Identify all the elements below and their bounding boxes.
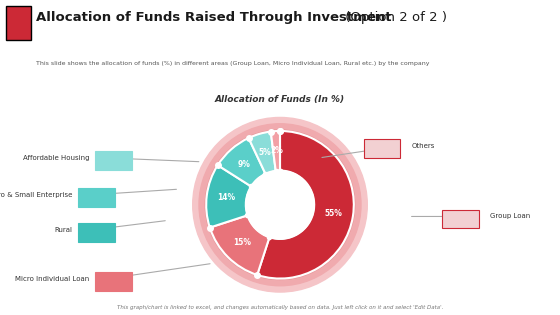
Text: This slide shows the allocation of funds (%) in different areas (Group Loan, Mic: This slide shows the allocation of funds…: [36, 61, 430, 66]
Wedge shape: [210, 215, 269, 275]
Text: Affordable Housing: Affordable Housing: [23, 155, 90, 161]
Circle shape: [206, 130, 354, 279]
Text: Rural: Rural: [55, 227, 73, 233]
Wedge shape: [257, 131, 354, 278]
Text: (Option 2 of 2 ): (Option 2 of 2 ): [341, 11, 447, 24]
Text: 14%: 14%: [217, 193, 236, 203]
Text: 9%: 9%: [238, 160, 251, 169]
Text: Allocation of Funds (In %): Allocation of Funds (In %): [215, 95, 345, 104]
Text: 55%: 55%: [324, 209, 342, 218]
FancyBboxPatch shape: [95, 151, 132, 169]
Text: This graph/chart is linked to excel, and changes automatically based on data. Ju: This graph/chart is linked to excel, and…: [117, 305, 443, 310]
Text: 2%: 2%: [270, 146, 283, 155]
Wedge shape: [218, 138, 265, 186]
Text: Others: Others: [412, 143, 435, 149]
Wedge shape: [206, 165, 251, 227]
FancyBboxPatch shape: [78, 223, 115, 242]
FancyBboxPatch shape: [95, 272, 132, 291]
FancyBboxPatch shape: [78, 188, 115, 207]
FancyBboxPatch shape: [6, 6, 31, 40]
Text: Group Loan: Group Loan: [490, 214, 530, 220]
Wedge shape: [249, 132, 276, 174]
Text: 5%: 5%: [259, 148, 271, 158]
FancyBboxPatch shape: [442, 210, 479, 228]
FancyBboxPatch shape: [364, 139, 400, 158]
Text: Allocation of Funds Raised Through Investment: Allocation of Funds Raised Through Inves…: [36, 11, 392, 24]
Text: Micro & Small Enterprise: Micro & Small Enterprise: [0, 192, 73, 198]
Wedge shape: [270, 131, 280, 171]
Text: 15%: 15%: [233, 238, 251, 248]
Circle shape: [193, 117, 367, 292]
Circle shape: [199, 124, 361, 286]
Circle shape: [246, 170, 314, 239]
Text: Micro Individual Loan: Micro Individual Loan: [15, 276, 90, 282]
